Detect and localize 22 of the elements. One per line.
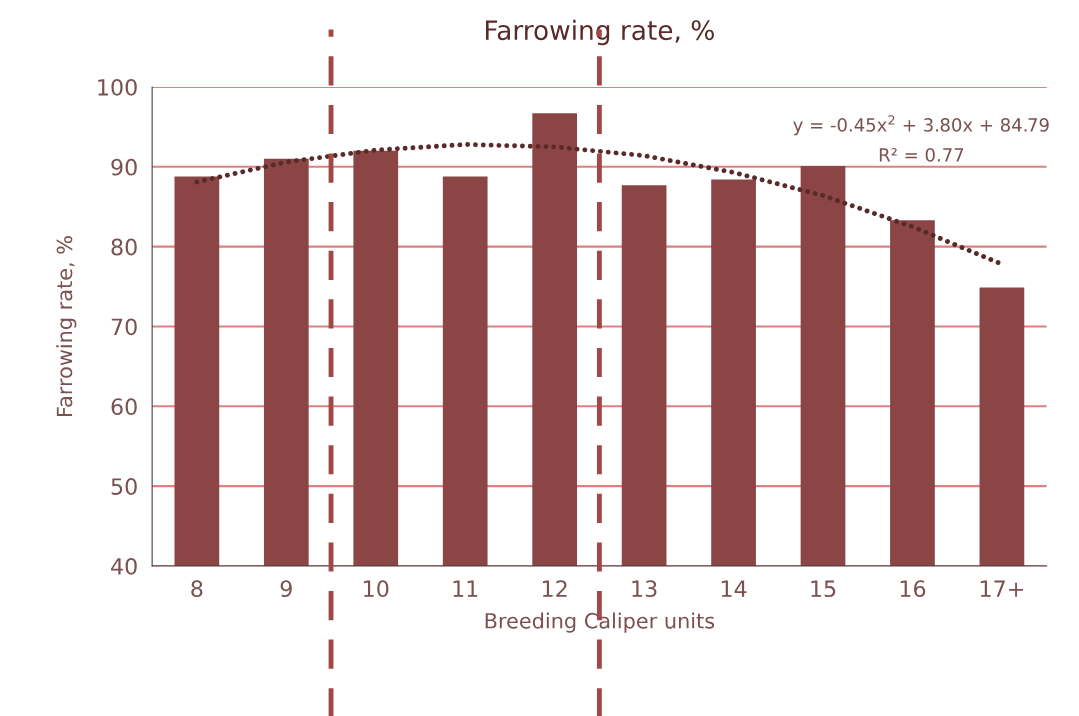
x-tick-label: 8 xyxy=(191,580,203,598)
y-tick-label: 40 xyxy=(111,557,137,575)
y-tick-label: 50 xyxy=(111,478,137,495)
x-tick-label: 12 xyxy=(542,580,567,597)
x-axis-title: Breeding Caliper units xyxy=(485,612,715,633)
y-tick-label: 70 xyxy=(111,318,137,336)
x-tick-label: 17+ xyxy=(980,580,1023,597)
x-tick-label: 11 xyxy=(453,580,478,597)
y-tick-label: 90 xyxy=(111,158,137,176)
y-axis-title: Farrowing rate, % xyxy=(56,236,77,417)
x-tick-label: 10 xyxy=(364,580,389,598)
x-tick-label: 15 xyxy=(811,580,836,598)
y-tick-label: 80 xyxy=(111,238,137,256)
x-tick-label: 9 xyxy=(280,580,292,598)
chart-title: Farrowing rate, % xyxy=(486,19,714,46)
annotation: y = -0.45x$^{2}$ + 3.80x + 84.79 xyxy=(793,115,1049,136)
x-tick-label: 16 xyxy=(900,580,926,598)
x-tick-label: 14 xyxy=(721,580,747,597)
y-tick-label: 100 xyxy=(98,78,137,96)
y-tick-label: 60 xyxy=(111,398,137,416)
annotation: R² = 0.77 xyxy=(879,148,964,162)
x-tick-label: 13 xyxy=(632,580,657,598)
